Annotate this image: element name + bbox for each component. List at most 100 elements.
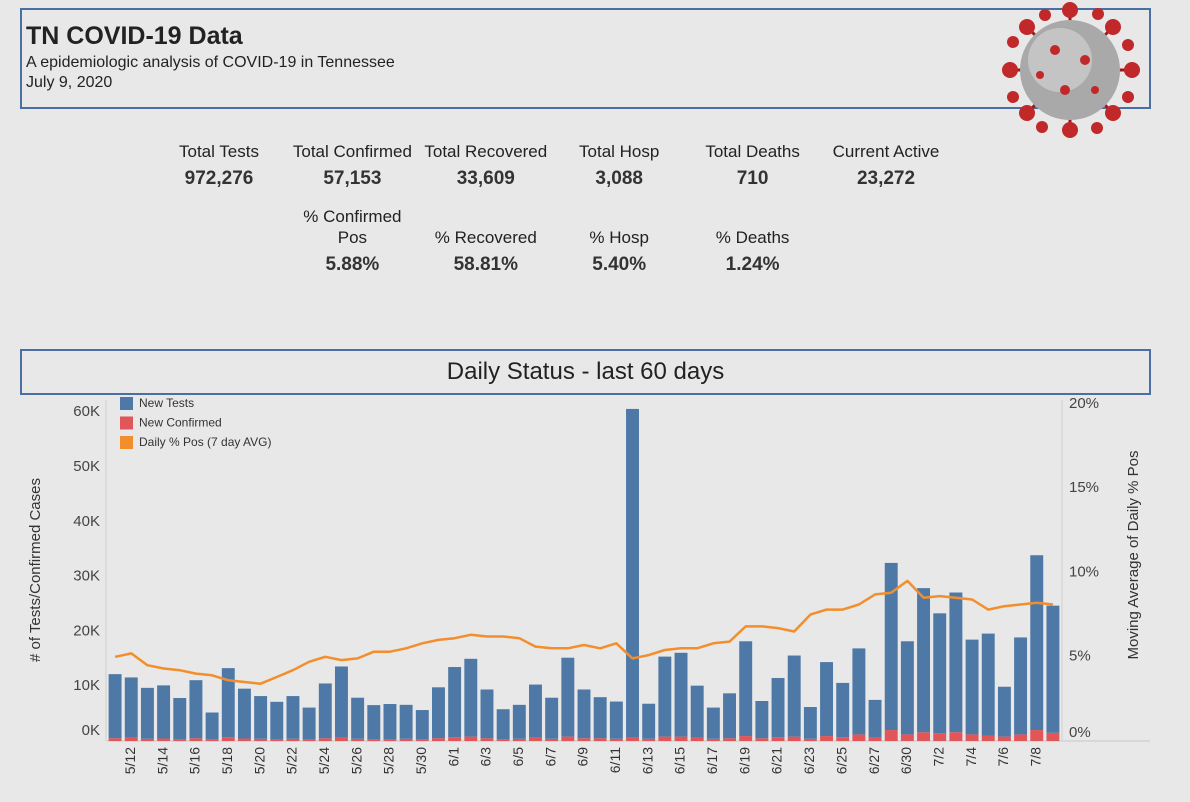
- x-tick-label: 7/8: [1027, 747, 1043, 767]
- stat-label: Total Confirmed: [292, 142, 412, 161]
- bar: [917, 732, 931, 741]
- bar: [140, 738, 154, 741]
- bar: [464, 736, 478, 741]
- bar: [237, 738, 251, 741]
- x-tick-label: 7/2: [930, 747, 946, 767]
- bar: [318, 738, 332, 741]
- stat-value: 3,088: [595, 168, 643, 189]
- x-tick-label: 6/30: [898, 747, 914, 774]
- bar: [609, 738, 623, 741]
- stat-value: 5.40%: [592, 254, 647, 275]
- bar: [545, 738, 559, 741]
- bar: [302, 707, 316, 740]
- stat: % Deaths 1.24%: [688, 206, 818, 276]
- bar: [1014, 734, 1028, 741]
- bar: [270, 739, 284, 741]
- legend-label: New Tests: [139, 396, 194, 410]
- x-tick-label: 5/12: [122, 747, 138, 774]
- y-axis-label: # of Tests/Confirmed Cases: [27, 478, 44, 662]
- stat-value: 1.24%: [725, 254, 780, 275]
- x-tick-label: 6/1: [445, 747, 461, 767]
- chart-title: Daily Status - last 60 days: [20, 349, 1151, 395]
- bar: [933, 613, 947, 734]
- bar: [157, 738, 171, 741]
- bar: [480, 689, 494, 739]
- bar: [965, 639, 979, 735]
- stat-label: % Confirmed Pos: [303, 207, 402, 247]
- x-tick-label: 6/13: [639, 747, 655, 774]
- bar: [334, 737, 348, 741]
- bar: [1046, 605, 1060, 733]
- bar: [852, 648, 866, 735]
- y-tick-label: 0K: [82, 722, 100, 739]
- bar: [658, 736, 672, 741]
- bar: [464, 658, 478, 737]
- bar: [189, 680, 203, 739]
- stat: Total Deaths 710: [688, 120, 818, 190]
- date: July 9, 2020: [26, 74, 113, 91]
- bar: [739, 641, 753, 737]
- x-tick-label: 5/26: [348, 747, 364, 774]
- bar: [626, 408, 639, 738]
- virus-icon: [1002, 2, 1140, 138]
- bar: [706, 738, 720, 741]
- bar: [820, 662, 834, 737]
- y2-tick-label: 0%: [1069, 724, 1091, 741]
- bar: [367, 739, 381, 741]
- bar: [803, 738, 817, 741]
- stat: % Hosp 5.40%: [554, 206, 684, 276]
- bar: [836, 737, 850, 741]
- bar: [900, 641, 914, 735]
- y-tick-label: 40K: [73, 513, 100, 530]
- subtitle: A epidemiologic analysis of COVID-19 in …: [26, 54, 395, 71]
- bar: [1046, 732, 1060, 741]
- bar: [529, 684, 542, 738]
- x-tick-label: 7/4: [963, 747, 979, 767]
- stat-value: 972,276: [184, 168, 254, 189]
- x-tick-label: 6/5: [510, 747, 526, 767]
- bar: [561, 657, 575, 737]
- bar: [496, 739, 510, 741]
- bar: [480, 738, 494, 741]
- bar: [690, 737, 704, 741]
- bar: [254, 738, 268, 741]
- x-tick-label: 6/15: [672, 747, 688, 774]
- bar: [674, 652, 688, 737]
- bar: [221, 737, 235, 741]
- y-tick-label: 10K: [73, 677, 100, 694]
- x-tick-label: 6/25: [833, 747, 849, 774]
- stat-value: 5.88%: [325, 254, 380, 275]
- bar: [351, 738, 365, 741]
- bar: [205, 712, 219, 740]
- bar: [884, 562, 898, 731]
- bar: [884, 730, 898, 741]
- stat-label: Current Active: [832, 142, 940, 161]
- x-tick-label: 6/3: [478, 747, 494, 767]
- bar: [787, 736, 801, 741]
- x-tick-label: 7/6: [995, 747, 1011, 767]
- bar: [140, 687, 154, 739]
- x-tick-label: 5/14: [154, 747, 170, 774]
- bar: [577, 689, 591, 739]
- bar: [351, 697, 365, 739]
- bar: [706, 707, 720, 739]
- bar: [496, 709, 510, 740]
- bar: [237, 688, 251, 739]
- bar: [173, 739, 187, 741]
- bar: [173, 697, 187, 740]
- bar: [593, 738, 607, 741]
- x-tick-label: 5/22: [284, 747, 300, 774]
- bar: [432, 738, 445, 741]
- bar: [836, 682, 850, 738]
- bar: [981, 735, 995, 741]
- x-tick-label: 6/23: [801, 747, 817, 774]
- bar: [1014, 637, 1028, 735]
- y-tick-label: 30K: [73, 568, 100, 585]
- bar: [108, 674, 122, 739]
- bar: [642, 703, 656, 739]
- y2-tick-label: 15%: [1069, 479, 1099, 496]
- bar: [221, 668, 235, 738]
- bar: [690, 685, 704, 738]
- bar: [367, 705, 381, 740]
